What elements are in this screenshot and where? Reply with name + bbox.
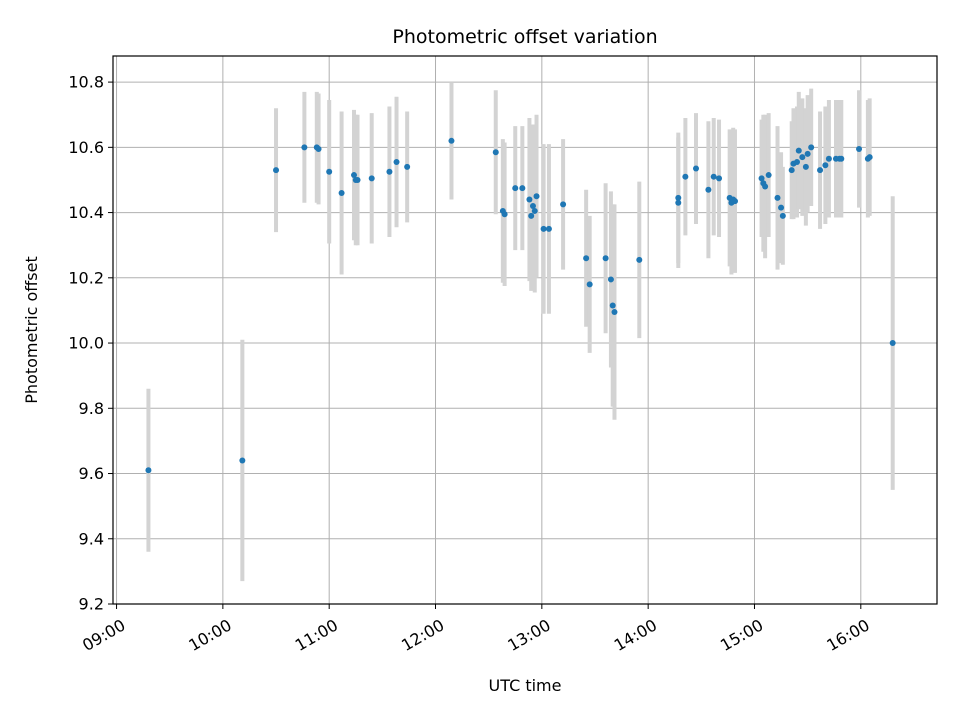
y-tick-label: 10.4 <box>68 203 104 222</box>
data-point <box>765 172 772 179</box>
data-point <box>778 204 785 211</box>
x-tick-label: 10:00 <box>185 615 234 655</box>
data-point <box>856 145 863 152</box>
data-point <box>533 193 540 200</box>
x-tick-label: 11:00 <box>292 615 341 655</box>
data-point <box>301 144 308 151</box>
data-point <box>758 175 765 182</box>
data-point <box>560 201 567 208</box>
y-tick-label: 9.4 <box>79 529 104 548</box>
data-point <box>710 173 717 180</box>
y-tick-label: 9.8 <box>79 399 104 418</box>
data-point <box>540 225 547 232</box>
data-point <box>636 256 643 263</box>
data-point <box>838 155 845 162</box>
data-point <box>368 175 375 182</box>
data-points <box>145 137 896 474</box>
data-point <box>386 168 393 175</box>
data-point <box>693 165 700 172</box>
chart-title: Photometric offset variation <box>392 26 657 48</box>
data-point <box>716 175 723 182</box>
data-point <box>675 194 682 201</box>
data-point <box>586 281 593 288</box>
data-point <box>448 137 455 144</box>
data-point <box>602 255 609 262</box>
data-point <box>583 255 590 262</box>
data-point <box>795 147 802 154</box>
data-point <box>675 199 682 206</box>
data-point <box>338 190 345 196</box>
data-point <box>799 154 806 161</box>
data-point <box>492 149 499 156</box>
data-point <box>825 155 832 162</box>
y-tick-label: 10.0 <box>68 334 104 353</box>
x-tick-label: 13:00 <box>504 615 553 655</box>
data-point <box>350 172 357 179</box>
x-tick-label: 14:00 <box>611 615 660 655</box>
data-point <box>866 154 873 161</box>
data-point <box>239 457 246 464</box>
data-point <box>501 211 508 218</box>
data-point <box>529 203 536 210</box>
data-point <box>779 212 786 219</box>
data-point <box>889 340 896 347</box>
data-point <box>609 302 616 309</box>
data-point <box>145 467 152 474</box>
x-tick-label: 16:00 <box>823 615 872 655</box>
plot-frame <box>112 55 938 605</box>
data-point <box>788 167 795 174</box>
data-point <box>273 167 280 174</box>
data-point <box>804 150 811 157</box>
x-tick-label: 15:00 <box>717 615 766 655</box>
data-point <box>762 183 769 190</box>
data-point <box>822 162 829 169</box>
data-point <box>512 185 519 192</box>
y-axis-label: Photometric offset <box>22 256 41 404</box>
y-tick-label: 9.6 <box>79 464 104 483</box>
y-tick-label: 9.2 <box>79 595 104 614</box>
data-point <box>731 198 738 205</box>
data-point <box>354 176 361 183</box>
data-point <box>326 168 333 175</box>
data-point <box>526 196 533 203</box>
data-point <box>705 186 712 193</box>
data-point <box>817 167 824 174</box>
data-point <box>774 194 781 201</box>
x-tick-label: 12:00 <box>398 615 447 655</box>
axis-ticks: 09:00 10:00 11:00 12:00 13:00 14:00 15:00 16:00… <box>68 73 872 655</box>
data-point <box>794 159 801 166</box>
y-tick-label: 10.8 <box>68 73 104 92</box>
data-point <box>528 212 535 219</box>
data-point <box>611 309 618 316</box>
data-point <box>531 207 538 214</box>
data-point <box>404 163 411 170</box>
data-point <box>607 276 614 283</box>
data-point <box>682 173 689 180</box>
data-point <box>808 144 815 151</box>
data-point <box>545 225 552 232</box>
x-axis-label: UTC time <box>489 676 562 695</box>
x-tick-label: 09:00 <box>79 615 128 655</box>
data-point <box>802 163 809 170</box>
data-point <box>519 185 526 192</box>
error-bars <box>146 82 895 582</box>
data-point <box>315 145 322 152</box>
data-point <box>393 159 400 166</box>
grid-lines <box>113 56 937 605</box>
y-tick-label: 10.6 <box>68 138 104 157</box>
y-tick-label: 10.2 <box>68 268 104 287</box>
